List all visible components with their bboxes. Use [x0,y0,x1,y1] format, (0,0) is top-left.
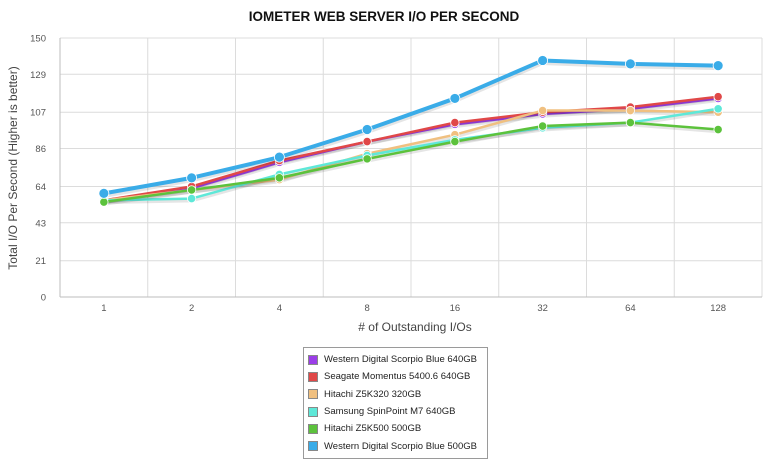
legend-label: Seagate Momentus 5400.6 640GB [324,371,471,383]
x-tick-label: 2 [189,303,194,314]
y-tick-label: 43 [35,218,46,229]
legend-label: Hitachi Z5K320 320GB [324,388,422,400]
chart-title: IOMETER WEB SERVER I/O PER SECOND [248,9,520,24]
y-tick-label: 150 [30,34,46,45]
x-tick-label: 4 [277,303,282,314]
data-point [713,104,723,114]
series-group [99,118,723,207]
x-tick-label: 128 [710,303,726,314]
tick-labels: 0 21 43 64 86 107 129 150 1 2 4 8 16 32 64 128 [30,34,726,315]
series-line [103,121,719,204]
x-tick-label: 64 [625,303,636,314]
data-point [450,137,460,147]
data-point [449,93,461,104]
data-point [712,60,724,72]
y-tick-label: 64 [35,182,46,193]
legend-swatch [308,354,318,365]
series-line [103,95,719,202]
y-tick-label: 107 [30,108,46,119]
data-point [450,118,460,128]
legend-swatch [308,371,318,382]
legend-swatch [308,406,318,417]
axes [59,38,762,298]
series-lines [98,55,724,207]
data-point [187,185,197,195]
data-point [186,172,198,184]
data-point [98,187,110,199]
legend-item: Samsung SpinPoint M7 640GB [304,403,487,420]
x-tick-label: 32 [537,303,548,314]
y-axis-title: Total I/O Per Second (Higher is better) [6,66,20,269]
y-tick-label: 86 [35,144,46,155]
x-tick-label: 16 [450,303,461,314]
data-point [625,118,635,128]
data-point [538,121,548,131]
data-point [538,105,548,116]
data-point [713,92,723,102]
legend-swatch [308,423,318,434]
x-tick-label: 1 [101,303,106,314]
legend-item: Seagate Momentus 5400.6 640GB [304,368,487,385]
data-point [274,173,284,183]
series-shadow [103,110,719,205]
data-point [362,154,372,164]
series-shadow [103,122,719,206]
y-tick-label: 129 [30,70,46,81]
legend-item: Western Digital Scorpio Blue 640GB [304,351,487,368]
legend-item: Hitachi Z5K500 500GB [304,420,487,437]
legend-item: Western Digital Scorpio Blue 500GB [304,437,487,454]
y-tick-label: 21 [35,256,46,267]
legend-label: Samsung SpinPoint M7 640GB [324,406,456,418]
legend-swatch [308,389,318,400]
legend-label: Western Digital Scorpio Blue 640GB [324,354,477,366]
data-point [361,124,373,135]
data-point [362,137,372,147]
legend: Western Digital Scorpio Blue 640GB Seagat… [303,347,488,459]
series-line [103,58,719,196]
data-point [624,58,636,70]
legend-item: Hitachi Z5K320 320GB [304,386,487,403]
y-tick-label: 0 [41,293,46,304]
data-point [625,105,635,116]
legend-swatch [308,441,318,452]
legend-label: Western Digital Scorpio Blue 500GB [324,440,477,452]
data-point [537,55,549,66]
data-point [273,151,285,163]
legend-label: Hitachi Z5K500 500GB [324,423,422,435]
data-point [99,197,109,207]
grid-lines [59,37,763,298]
data-point [187,193,197,204]
x-tick-label: 8 [364,303,369,314]
data-point [713,124,723,135]
x-axis-title: # of Outstanding I/Os [358,320,471,334]
series-group [98,55,724,199]
